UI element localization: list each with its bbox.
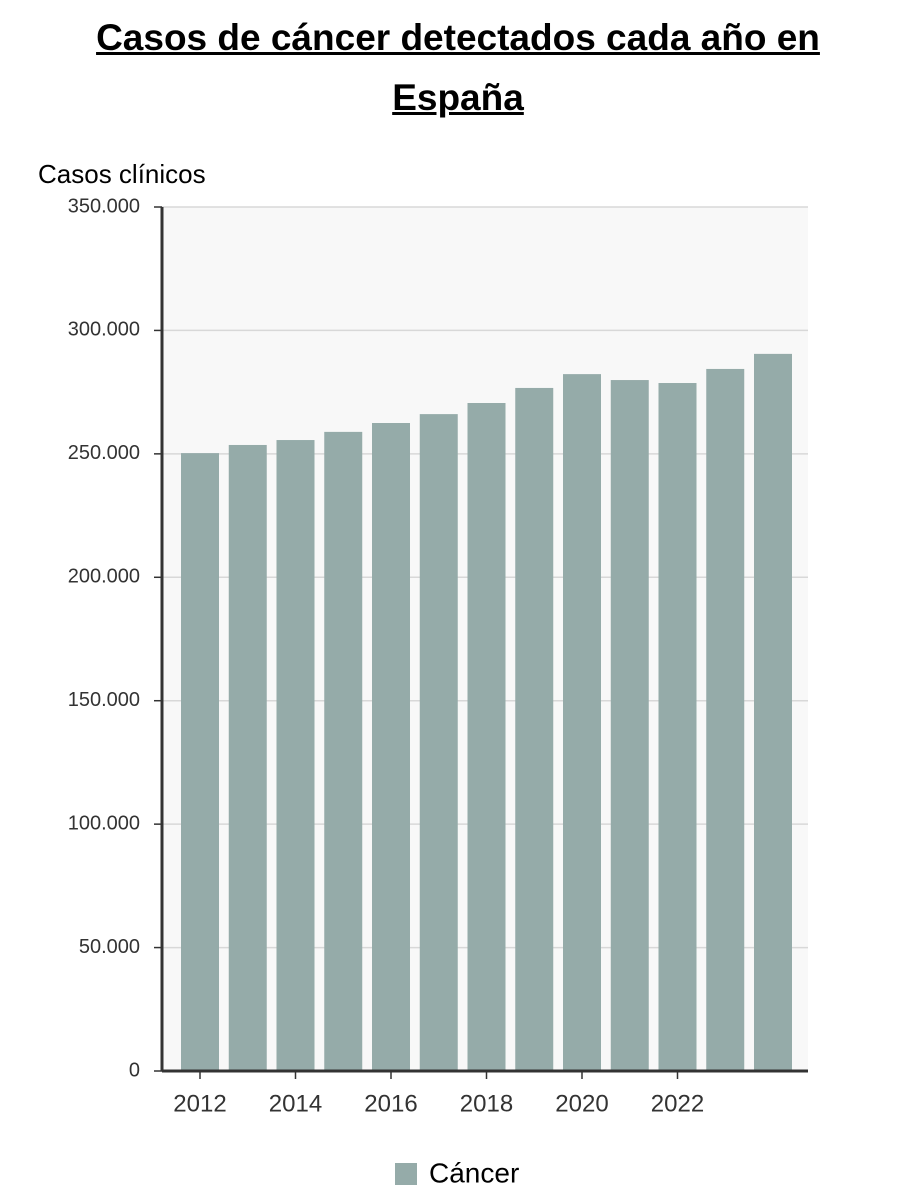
bar [658,383,697,1071]
y-tick-label: 150.000 [68,689,140,711]
x-tick-label: 2014 [269,1090,322,1117]
x-tick-label: 2012 [173,1090,226,1117]
y-tick-label: 0 [129,1059,140,1081]
chart-title: Casos de cáncer detectados cada año en E… [96,17,820,118]
bar [181,453,219,1071]
y-tick-label: 350.000 [68,195,140,217]
x-tick-label: 2016 [364,1090,417,1117]
bar [467,403,506,1071]
bar [419,414,458,1071]
bar [610,380,649,1071]
bar [706,368,745,1071]
bar [228,444,267,1071]
y-axis-label: Casos clínicos [38,159,206,189]
legend-swatch [395,1163,417,1185]
bar [276,440,315,1071]
bar [372,423,410,1071]
y-tick-label: 100.000 [68,812,140,834]
x-tick-label: 2022 [651,1090,704,1117]
y-tick-label: 200.000 [68,566,140,588]
bar [324,431,363,1072]
bar [754,353,792,1071]
y-tick-label: 300.000 [68,319,140,341]
legend-label: Cáncer [429,1157,519,1188]
y-tick-label: 50.000 [79,936,140,958]
y-tick-label: 250.000 [68,442,140,464]
bar [563,374,601,1071]
x-tick-label: 2020 [555,1090,608,1117]
bar [515,387,554,1071]
x-tick-label: 2018 [460,1090,513,1117]
